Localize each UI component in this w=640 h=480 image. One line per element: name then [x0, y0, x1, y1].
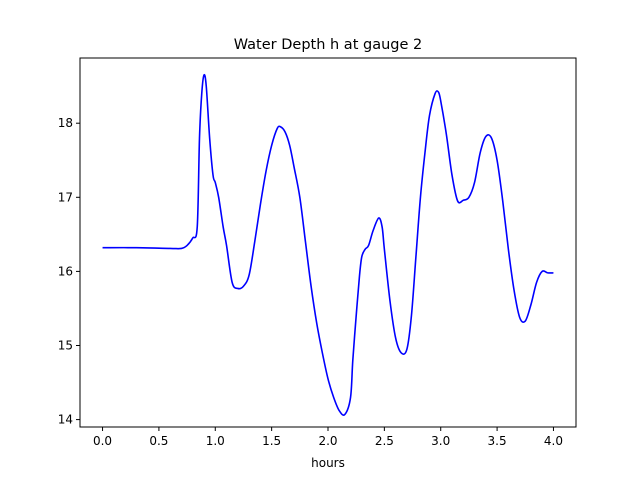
x-tick-label: 4.0 — [544, 434, 563, 448]
x-tick-label: 3.0 — [431, 434, 450, 448]
x-axis-label: hours — [311, 456, 345, 470]
series-line — [102, 73, 554, 416]
x-tick-label: 1.5 — [262, 434, 281, 448]
y-tick-label: 18 — [58, 116, 73, 130]
y-tick-label: 14 — [58, 413, 73, 427]
x-tick-label: 0.5 — [149, 434, 168, 448]
plot-area — [80, 58, 576, 427]
series-layer — [102, 73, 554, 416]
x-tick-label: 2.5 — [375, 434, 394, 448]
y-axis-ticks: 14 15 16 17 18 — [58, 116, 80, 427]
x-tick-label: 2.0 — [318, 434, 337, 448]
x-axis-ticks: 0.0 0.5 1.0 1.5 2.0 2.5 3.0 3.5 4.0 — [93, 427, 563, 448]
y-tick-label: 15 — [58, 338, 73, 352]
plot-frame — [79, 57, 577, 428]
y-tick-label: 16 — [58, 264, 73, 278]
x-tick-label: 3.5 — [488, 434, 507, 448]
chart-title: Water Depth h at gauge 2 — [234, 37, 422, 53]
x-tick-label: 0.0 — [93, 434, 112, 448]
x-tick-label: 1.0 — [206, 434, 225, 448]
y-tick-label: 17 — [58, 190, 73, 204]
